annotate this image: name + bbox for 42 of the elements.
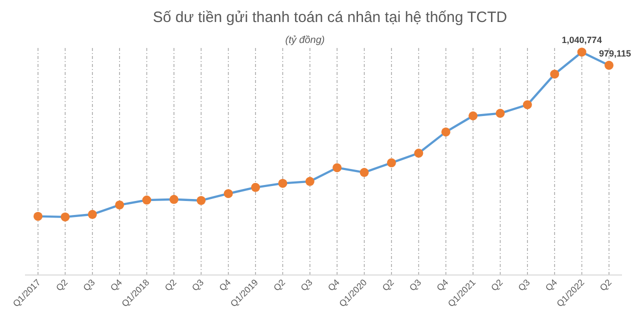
x-tick-label: Q4 [543,277,560,293]
point [142,196,152,205]
point [196,196,206,205]
point [414,148,424,158]
point [441,127,450,136]
x-tick-label: Q3 [81,277,97,293]
x-tick-label: Q3 [516,277,532,293]
x-tick-label: Q3 [298,277,314,293]
data-label: 979,115 [598,48,632,58]
chart-title: Số dư tiền gửi thanh toán cá nhân tại hệ thống TCTD [152,9,508,26]
x-tick-label: Q3 [408,277,424,293]
point [360,168,369,177]
point [60,212,70,222]
point [224,189,233,198]
x-tick-label: Q2 [162,277,178,293]
x-tick-label: Q2 [489,277,505,293]
x-tick-label: Q2 [54,277,70,293]
x-tick-label: Q4 [434,277,450,293]
point [468,111,478,120]
point [496,108,505,118]
point [550,70,560,79]
chart-subtitle: (tỷ đồng) [285,35,325,46]
x-tick-label: Q4 [108,277,124,293]
point [251,182,260,192]
point [34,212,42,221]
point [522,100,532,110]
point [115,200,124,210]
point [169,194,178,204]
point [88,210,97,219]
x-tick-label: Q4 [326,277,342,293]
x-tick-label: Q4 [217,277,233,293]
x-tick-label: Q2 [598,277,614,293]
data-label: 1,040,774 [562,35,602,46]
x-tick-label: Q2 [380,277,396,293]
point [386,158,396,168]
point [604,60,614,70]
point [332,163,342,172]
point [305,176,314,186]
point [278,178,288,188]
x-tick-label: Q3 [190,277,206,293]
point [577,48,586,57]
x-tick-label: Q2 [272,277,288,293]
